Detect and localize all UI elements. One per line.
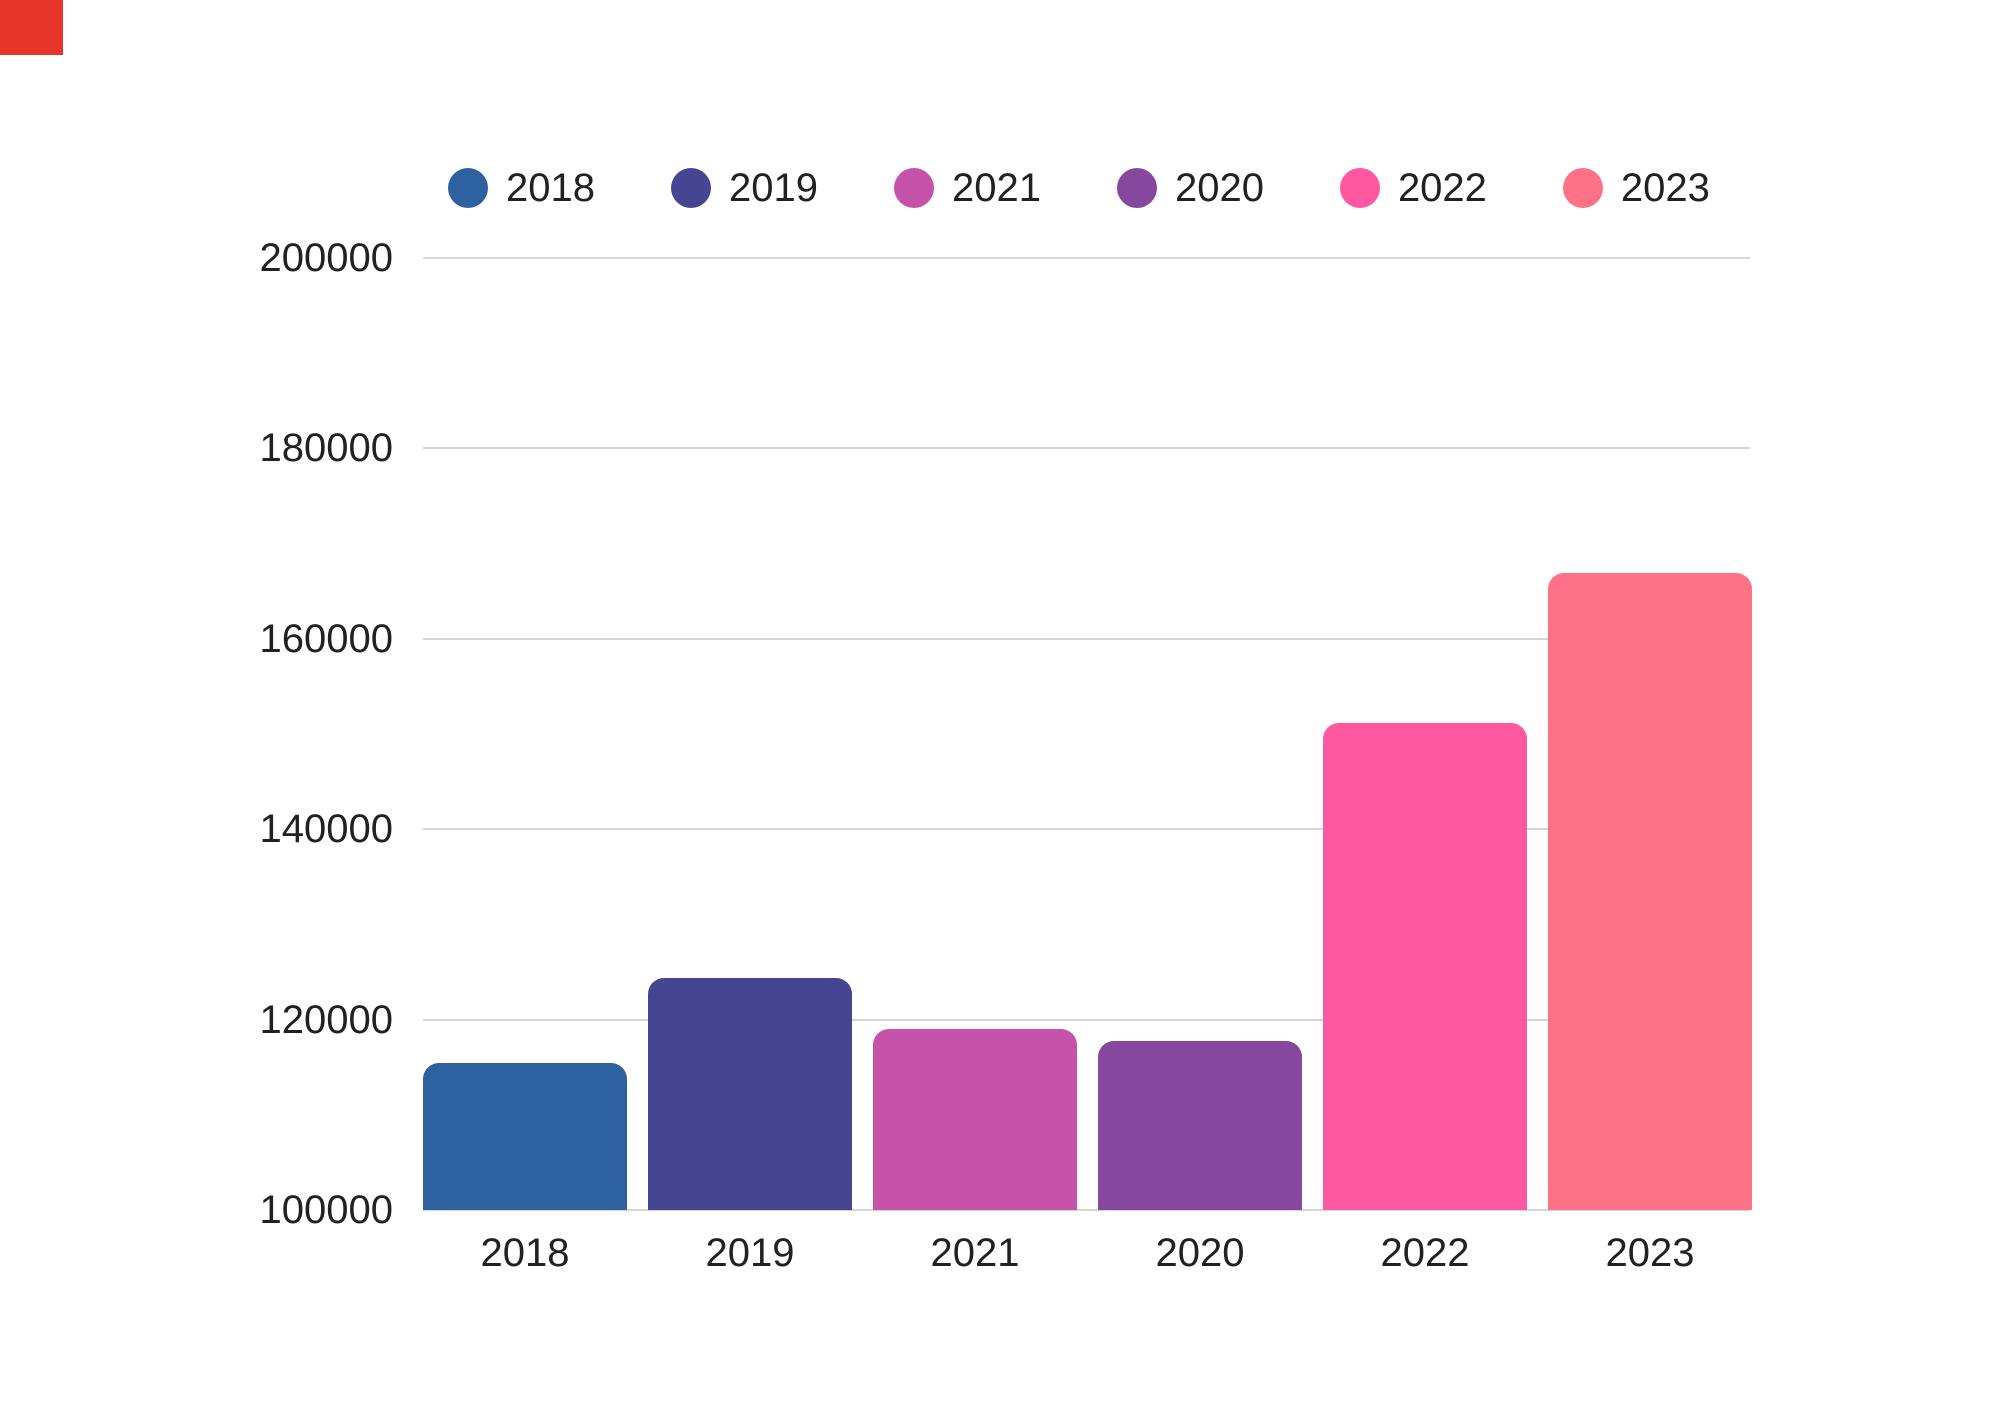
gridline-200000 [423,257,1750,259]
legend-item-2022[interactable]: 2022 [1339,166,1487,210]
gridline-180000 [423,447,1750,450]
legend-dot-icon [448,168,488,208]
bar-2021[interactable] [873,1029,1077,1210]
gridline-160000 [423,637,1750,640]
legend-label: 2019 [728,166,818,210]
legend-item-2019[interactable]: 2019 [670,166,818,210]
x-axis-tick-label-2018: 2018 [480,1231,570,1275]
y-axis-tick-label-160000: 160000 [259,616,393,661]
legend-dot-icon [670,168,711,208]
legend-label: 2020 [1174,166,1264,210]
legend-dot-icon [1562,168,1603,208]
legend-label: 2021 [951,166,1041,210]
y-axis-tick-label-180000: 180000 [259,426,393,471]
legend-item-2018[interactable]: 2018 [448,168,595,208]
gridline-120000 [423,1018,1750,1021]
legend-dot-icon [1116,168,1157,208]
x-axis-tick-label-2023: 2023 [1605,1231,1695,1275]
x-axis-tick-label-2022: 2022 [1380,1231,1470,1275]
gridline-140000 [423,828,1750,831]
gridline-100000 [423,1209,1750,1211]
chart-legend: 2018 2019 2021 2020 2022 2023 [448,168,1710,208]
x-axis-tick-label-2020: 2020 [1155,1231,1245,1275]
red-corner-marker [0,0,63,55]
bar-2020[interactable] [1098,1040,1302,1210]
y-axis-tick-label-140000: 140000 [259,807,393,852]
legend-item-2021[interactable]: 2021 [893,166,1041,210]
bar-2019[interactable] [648,977,852,1210]
x-axis-tick-label-2019: 2019 [705,1231,795,1275]
bar-2018[interactable] [423,1063,627,1210]
bar-2022[interactable] [1323,722,1527,1210]
legend-label: 2022 [1397,166,1487,210]
legend-item-2020[interactable]: 2020 [1116,166,1264,210]
y-axis-tick-label-100000: 100000 [259,1188,393,1232]
legend-label: 2023 [1620,166,1710,210]
y-axis-tick-label-200000: 200000 [259,236,393,280]
x-axis-tick-label-2021: 2021 [930,1231,1020,1275]
y-axis-tick-label-120000: 120000 [259,997,393,1042]
legend-item-2023[interactable]: 2023 [1562,166,1710,210]
legend-dot-icon [1339,168,1380,208]
legend-label: 2018 [506,166,595,210]
legend-dot-icon [893,168,934,208]
bar-2023[interactable] [1548,573,1752,1210]
